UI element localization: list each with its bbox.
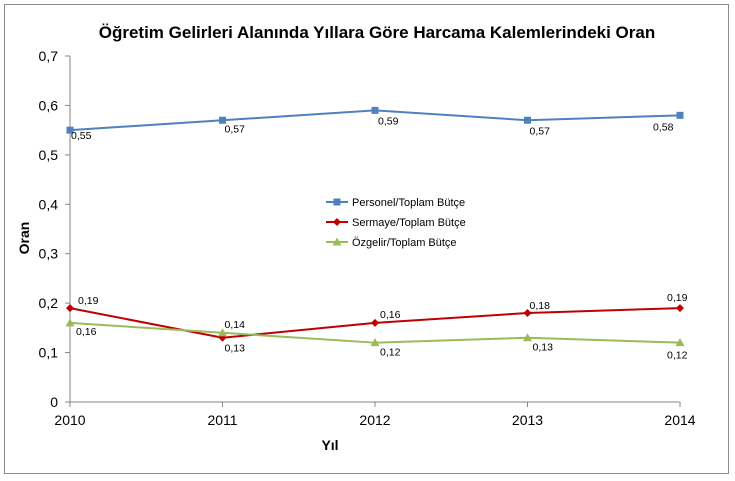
series-layer: 0,550,570,590,57 0,580,190,130,160,180,19… <box>65 106 688 362</box>
x-axis-label: Yıl <box>321 437 338 453</box>
y-tick-label: 0,5 <box>39 147 59 163</box>
data-label: 0,13 <box>533 342 554 354</box>
chart-title: Öğretim Gelirleri Alanında Yıllara Göre … <box>99 23 656 42</box>
legend-marker <box>333 198 341 206</box>
data-label: 0,58 <box>653 121 674 133</box>
legend-marker <box>332 237 342 246</box>
data-label: 0,19 <box>667 292 688 304</box>
data-point <box>66 304 74 313</box>
x-tick-label: 2012 <box>359 412 390 428</box>
x-tick-label: 2014 <box>664 412 695 428</box>
data-label: 0,19 <box>78 295 99 307</box>
series-3: 0,16 0,14 0,12 0,13 0,12 <box>65 318 688 362</box>
series-1: 0,55 0,57 0,59 0,57 0,58 <box>66 106 684 142</box>
y-tick-label: 0 <box>50 394 58 410</box>
y-tick-label: 0,2 <box>39 295 59 311</box>
x-tick-label: 2011 <box>207 412 237 428</box>
data-label: 0,57 <box>225 123 246 135</box>
legend-marker <box>333 218 341 226</box>
data-label: 0,16 <box>76 326 97 338</box>
y-tick-label: 0,3 <box>39 246 59 262</box>
data-point <box>218 328 227 337</box>
y-tick-label: 0,1 <box>39 345 59 361</box>
legend: Personel/Toplam Bütçe Sermaye/Toplam Bütç… <box>326 197 466 249</box>
x-tick-label: 2010 <box>54 412 85 428</box>
data-point <box>65 318 75 327</box>
chart-frame <box>4 4 729 474</box>
data-label: 0,13 <box>225 343 246 355</box>
data-point <box>675 338 685 347</box>
data-point <box>523 333 532 342</box>
y-tick-label: 0,4 <box>39 196 59 212</box>
x-tick-label: 2013 <box>512 412 543 428</box>
data-label: 0,55 <box>71 130 92 142</box>
data-label: 0,12 <box>380 347 401 359</box>
series-2: 0,19 0,13 0,16 0,18 0,19 <box>66 292 688 355</box>
data-point <box>66 126 74 134</box>
legend-item-2: Sermaye/Toplam Bütçe <box>326 217 466 229</box>
data-label: 0,14 <box>225 319 246 331</box>
y-tick-label: 0,7 <box>39 48 59 64</box>
data-label: 0,12 <box>667 350 688 362</box>
legend-label: Sermaye/Toplam Bütçe <box>352 217 466 229</box>
legend-label: Özgelir/Toplam Bütçe <box>352 237 457 249</box>
data-point <box>676 304 684 313</box>
data-label: 0,59 <box>378 115 399 127</box>
legend-label: Personel/Toplam Bütçe <box>352 197 465 209</box>
y-tick-label: 0,6 <box>39 97 59 113</box>
data-point <box>524 116 531 124</box>
data-point <box>370 338 380 347</box>
legend-item-1: Personel/Toplam Bütçe <box>326 197 465 209</box>
legend-item-3: Özgelir/Toplam Bütçe <box>326 237 457 249</box>
data-point <box>371 318 379 327</box>
axes: 0 0,1 0,2 0,3 0,4 0,5 0,6 0,7 2010 2011 2012 2013 20… <box>39 48 696 428</box>
data-point <box>523 309 532 318</box>
y-axis-label: Oran <box>16 222 32 255</box>
data-label: 0,57 <box>530 125 551 137</box>
data-point <box>371 106 379 114</box>
data-label: 0,16 <box>380 309 401 321</box>
data-label: 0,18 <box>530 300 551 312</box>
data-point <box>219 116 226 124</box>
data-point <box>676 111 684 119</box>
